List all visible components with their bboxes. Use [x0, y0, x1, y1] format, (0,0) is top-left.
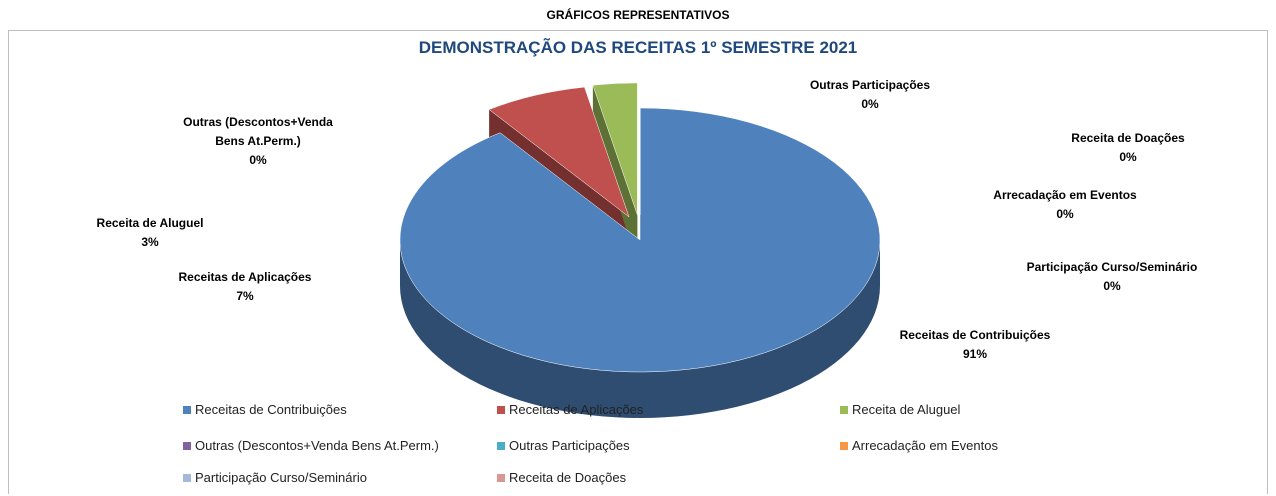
legend-swatch — [183, 405, 191, 414]
data-label: Outras (Descontos+Venda Bens At.Perm.) 0% — [123, 113, 393, 170]
data-label: Arrecadação em Eventos 0% — [945, 186, 1185, 224]
data-label: Outras Participações 0% — [760, 76, 980, 114]
legend-swatch — [497, 473, 505, 482]
legend-swatch — [497, 405, 505, 414]
legend-item: Participação Curso/Seminário — [183, 470, 367, 485]
legend-label: Receita de Aluguel — [852, 402, 961, 417]
slice-edge — [592, 85, 638, 261]
data-label: Receita de Doações 0% — [1018, 129, 1238, 167]
legend-item: Outras (Descontos+Venda Bens At.Perm.) — [183, 438, 439, 453]
data-label-value: 0% — [861, 97, 879, 111]
data-label-value: 0% — [1119, 150, 1137, 164]
legend-item: Receitas de Contribuições — [183, 402, 347, 417]
data-label-value: 91% — [962, 347, 988, 361]
page-heading: GRÁFICOS REPRESENTATIVOS — [546, 8, 730, 22]
data-label-value: 3% — [141, 235, 159, 249]
data-label-name: Outras (Descontos+Venda Bens At.Perm.) — [183, 115, 333, 148]
chart-frame — [8, 30, 1268, 494]
data-label-value: 0% — [1103, 279, 1121, 293]
legend-swatch — [183, 441, 191, 450]
legend-swatch — [497, 441, 505, 450]
data-label-name: Receita de Aluguel — [96, 216, 204, 230]
legend-label: Receita de Doações — [509, 470, 627, 485]
data-label-name: Participação Curso/Seminário — [1026, 260, 1198, 274]
data-label-value: 0% — [1056, 207, 1074, 221]
legend-item: Arrecadação em Eventos — [840, 438, 998, 453]
legend-item: Receita de Aluguel — [840, 402, 960, 417]
data-label-name: Outras Participações — [809, 78, 931, 92]
legend-label: Outras Participações — [509, 438, 630, 453]
data-label-name: Receitas de Contribuições — [899, 328, 1051, 342]
data-label-name: Receitas de Aplicações — [178, 270, 312, 284]
slice-side — [400, 240, 880, 418]
slice — [488, 86, 630, 218]
legend-label: Receitas de Contribuições — [195, 402, 347, 417]
legend-item: Receitas de Aplicações — [497, 402, 643, 417]
legend-label: Arrecadação em Eventos — [852, 438, 998, 453]
legend-label: Outras (Descontos+Venda Bens At.Perm.) — [195, 438, 439, 453]
legend-swatch — [183, 473, 191, 482]
legend-item: Outras Participações — [497, 438, 630, 453]
legend-swatch — [840, 405, 848, 414]
data-label: Receita de Aluguel 3% — [50, 214, 250, 252]
data-label-name: Arrecadação em Eventos — [993, 188, 1137, 202]
legend-label: Receitas de Aplicações — [509, 402, 644, 417]
slice — [592, 82, 638, 215]
data-label: Participação Curso/Seminário 0% — [982, 258, 1242, 296]
legend-label: Participação Curso/Seminário — [195, 470, 367, 485]
legend-item: Receita de Doações — [497, 470, 626, 485]
chart-title: DEMONSTRAÇÃO DAS RECEITAS 1º SEMESTRE 20… — [418, 38, 858, 57]
slice — [399, 107, 881, 373]
legend-swatch — [840, 441, 848, 450]
data-label-value: 0% — [249, 153, 267, 167]
data-label-name: Receita de Doações — [1071, 131, 1185, 145]
data-label: Receitas de Contribuições 91% — [845, 326, 1105, 364]
data-label-value: 7% — [236, 289, 254, 303]
data-label: Receitas de Aplicações 7% — [115, 268, 375, 306]
